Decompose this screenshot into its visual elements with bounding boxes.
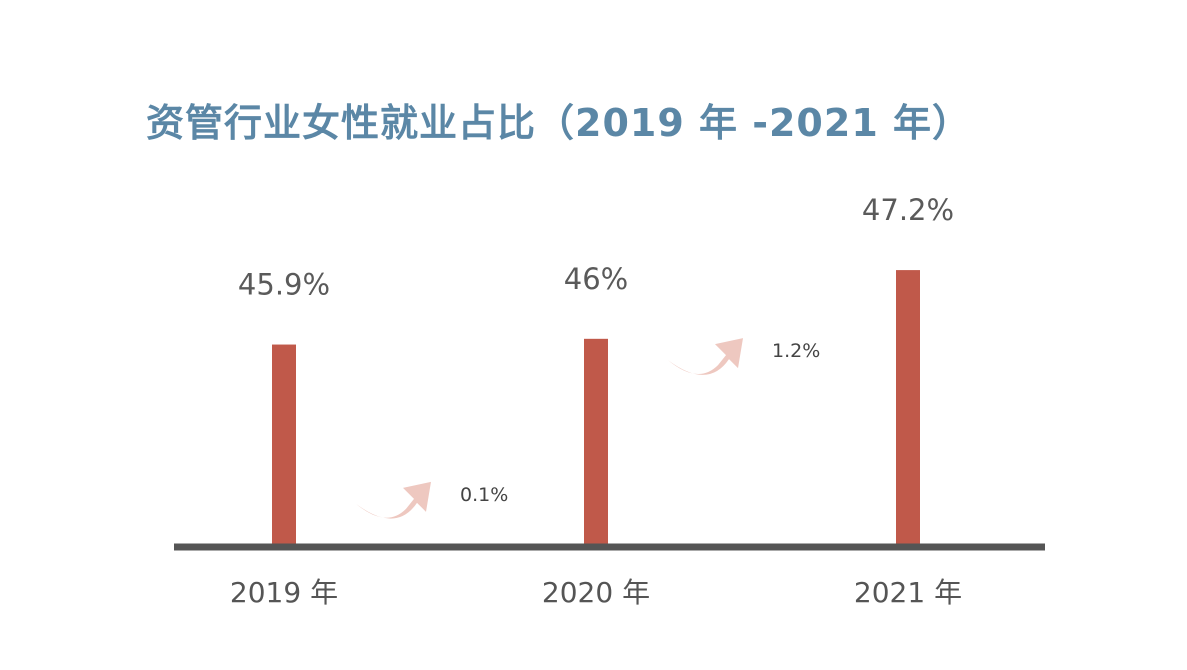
x-tick-label-0: 2019 年 [230,576,338,609]
x-tick-label-1: 2020 年 [542,576,650,609]
value-label-0: 45.9% [238,268,330,302]
growth-label-0: 0.1% [460,484,508,506]
growth-arrow-icon-1 [668,338,743,375]
labels-layer: 45.9% 2019 年 46% 2020 年 47.2% 2021 年 0.1% 1.2% [230,193,962,609]
x-tick-label-2: 2021 年 [854,576,962,609]
value-label-1: 46% [564,262,628,296]
bar-0 [272,344,296,545]
growth-arrow-icon-0 [356,481,431,519]
bar-1 [584,338,608,545]
bar-2 [896,270,920,545]
bars-layer [272,270,920,545]
growth-label-1: 1.2% [772,340,820,362]
value-label-2: 47.2% [862,193,954,227]
growth-annotations [356,338,743,519]
chart-title: 资管行业女性就业占比（2019 年 -2021 年） [146,101,971,145]
